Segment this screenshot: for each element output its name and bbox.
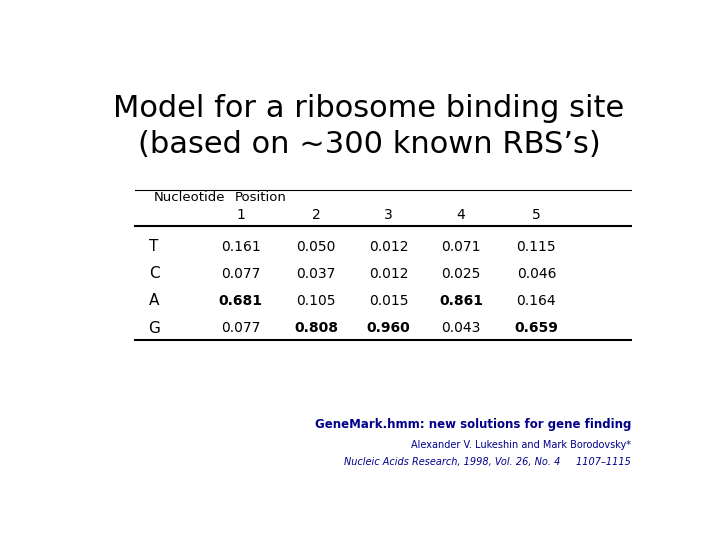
Text: Alexander V. Lukeshin and Mark Borodovsky*: Alexander V. Lukeshin and Mark Borodovsk…: [411, 440, 631, 450]
Text: 0.861: 0.861: [439, 294, 483, 308]
Text: 0.659: 0.659: [515, 321, 558, 335]
Text: 0.115: 0.115: [516, 240, 557, 254]
Text: 0.025: 0.025: [441, 267, 481, 281]
Text: 3: 3: [384, 208, 393, 222]
Text: GeneMark.hmm: new solutions for gene finding: GeneMark.hmm: new solutions for gene fin…: [315, 418, 631, 431]
Text: 0.012: 0.012: [369, 267, 408, 281]
Text: 0.012: 0.012: [369, 240, 408, 254]
Text: 0.043: 0.043: [441, 321, 481, 335]
Text: 0.164: 0.164: [516, 294, 557, 308]
Text: Nucleotide: Nucleotide: [154, 191, 225, 204]
Text: 1: 1: [236, 208, 245, 222]
Text: 0.077: 0.077: [221, 267, 261, 281]
Text: 2: 2: [312, 208, 320, 222]
Text: 5: 5: [532, 208, 541, 222]
Text: 0.105: 0.105: [296, 294, 336, 308]
Text: T: T: [150, 239, 159, 254]
Text: 0.161: 0.161: [221, 240, 261, 254]
Text: G: G: [148, 321, 160, 335]
Text: 0.960: 0.960: [366, 321, 410, 335]
Text: 4: 4: [456, 208, 465, 222]
Text: 0.046: 0.046: [517, 267, 556, 281]
Text: A: A: [149, 293, 159, 308]
Text: 0.015: 0.015: [369, 294, 408, 308]
Text: 0.077: 0.077: [221, 321, 261, 335]
Text: 0.071: 0.071: [441, 240, 481, 254]
Text: 0.808: 0.808: [294, 321, 338, 335]
Text: Model for a ribosome binding site
(based on ~300 known RBS’s): Model for a ribosome binding site (based…: [113, 94, 625, 159]
Text: 0.037: 0.037: [297, 267, 336, 281]
Text: 0.050: 0.050: [297, 240, 336, 254]
Text: Nucleic Acids Research, 1998, Vol. 26, No. 4     1107–1115: Nucleic Acids Research, 1998, Vol. 26, N…: [344, 457, 631, 467]
Text: 0.681: 0.681: [219, 294, 263, 308]
Text: C: C: [149, 266, 160, 281]
Text: Position: Position: [235, 191, 287, 204]
